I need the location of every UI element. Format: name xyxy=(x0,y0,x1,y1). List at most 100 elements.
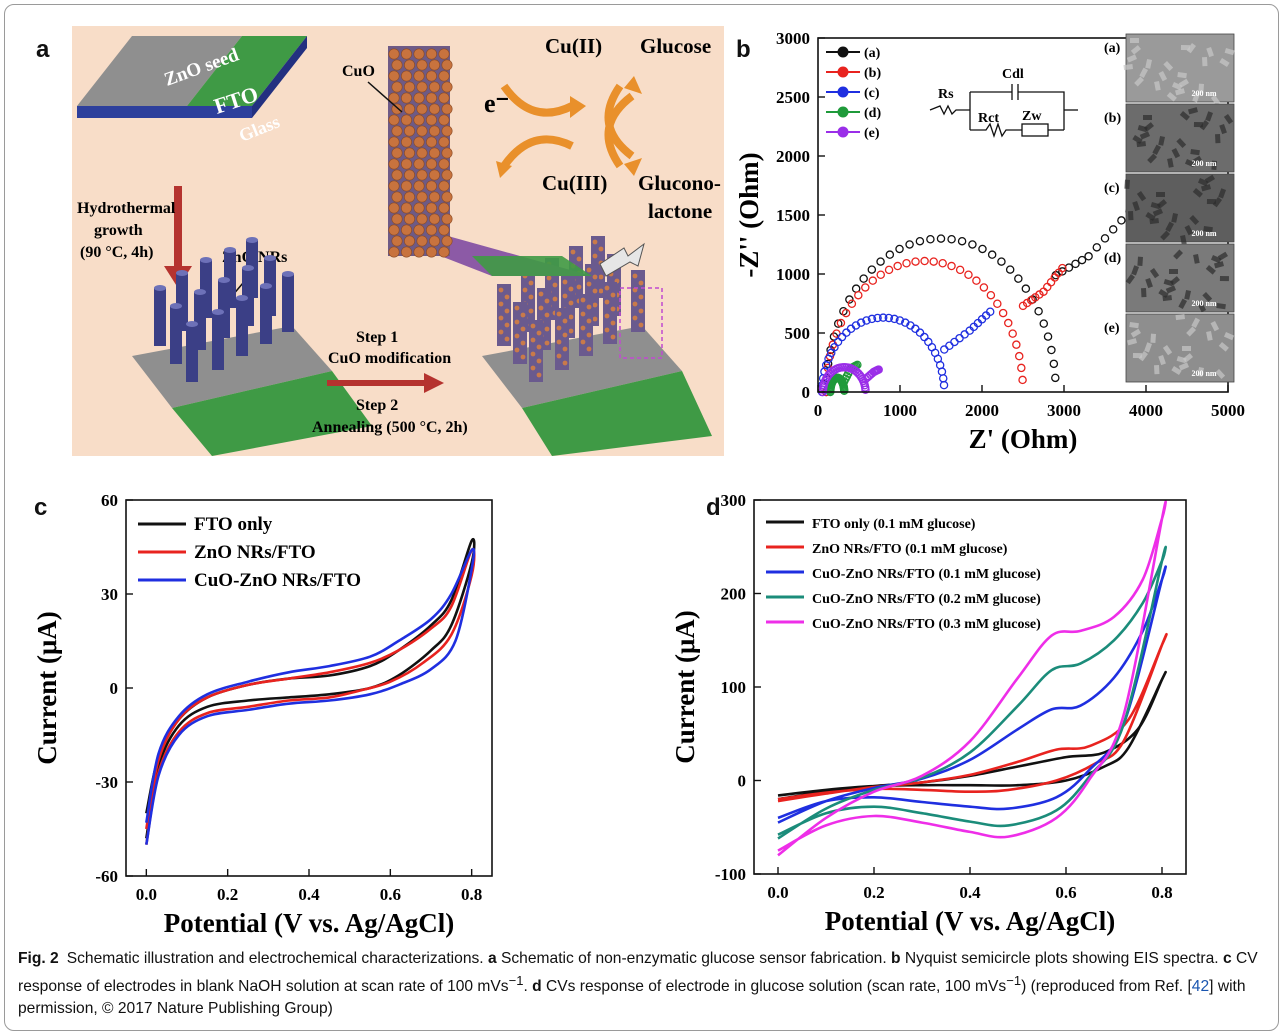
cuo-nanoparticle xyxy=(391,59,403,71)
sem-grain xyxy=(1129,321,1139,329)
nyquist-point xyxy=(939,380,949,390)
nanorod xyxy=(186,324,198,382)
sem-grain xyxy=(1197,178,1209,187)
sem-grain xyxy=(1149,268,1160,279)
cuo-nanoparticle xyxy=(413,224,425,236)
y-tick-label: 100 xyxy=(721,678,747,697)
nyquist-chart: 0 1000 2000 3000 4000 5000 0 500 1000 1500 2000 250… xyxy=(734,29,1245,454)
legend-marker xyxy=(837,46,849,58)
sem-grain xyxy=(1186,43,1196,54)
nyquist-point xyxy=(845,295,854,304)
sem-grain xyxy=(1125,274,1135,285)
cuo-nanoparticle xyxy=(413,180,425,192)
x-tick-label: 0.6 xyxy=(1055,883,1076,902)
caption-d: d xyxy=(532,978,542,996)
cuo-particle xyxy=(562,293,568,299)
cuo-particle xyxy=(498,301,504,307)
cuo-nanoparticle xyxy=(441,235,453,247)
cuo-particle xyxy=(538,305,544,311)
sem-grain xyxy=(1163,279,1174,287)
cuo-particle xyxy=(632,273,638,279)
cuo-nanoparticle xyxy=(413,158,425,170)
sem-scale: 200 nm xyxy=(1191,159,1216,168)
nyquist-point xyxy=(955,265,965,275)
cu2-label: Cu(II) xyxy=(545,34,602,58)
nyquist-point xyxy=(926,235,935,244)
sem-grain xyxy=(1215,368,1226,379)
y-tick-label: 300 xyxy=(721,491,747,510)
nyquist-point xyxy=(884,265,894,275)
nyquist-point xyxy=(854,290,863,300)
cuo-nanoparticle xyxy=(425,180,437,192)
nanorod xyxy=(154,288,166,346)
cuo-particle xyxy=(514,305,520,311)
cuo-particle xyxy=(604,299,610,305)
y-tick-label: -30 xyxy=(95,773,118,792)
nyquist-point xyxy=(945,341,954,350)
cuo-particle xyxy=(592,253,598,259)
cuo-nanoparticle xyxy=(441,191,453,203)
cuo-nanoparticle xyxy=(388,246,400,258)
sem-grain xyxy=(1176,138,1187,148)
cuo-particle xyxy=(520,354,526,360)
sem-grain xyxy=(1197,366,1205,377)
cuo-nanoparticle xyxy=(400,202,412,214)
sem-grain xyxy=(1206,46,1214,58)
sem-grain xyxy=(1218,188,1226,199)
nyquist-point xyxy=(987,250,997,259)
cuo-nanoparticle xyxy=(416,169,428,181)
nanorod xyxy=(212,312,224,370)
nanorod-top xyxy=(264,255,276,261)
nyquist-point xyxy=(1014,351,1024,361)
nyquist-series-e xyxy=(818,362,883,397)
sem-grain xyxy=(1206,199,1216,205)
sem-grain xyxy=(1179,110,1190,121)
nyquist-point xyxy=(950,337,959,347)
nyquist-point xyxy=(890,314,899,324)
sem-grain xyxy=(1180,235,1187,245)
cuo-particle xyxy=(552,296,558,302)
cuo-nanoparticle xyxy=(403,59,415,71)
sem-grain xyxy=(1219,58,1230,68)
sem-grain xyxy=(1212,197,1222,208)
nanorod-top xyxy=(186,321,198,327)
caption-ref-link[interactable]: 42 xyxy=(1191,978,1210,996)
cuo-nanoparticle xyxy=(425,48,437,60)
x-tick-label: 0 xyxy=(814,401,823,420)
sem-grain xyxy=(1158,135,1165,146)
gluconolactone-line1: Glucono- xyxy=(638,171,721,195)
cuo-particle xyxy=(498,329,504,335)
sem-grain xyxy=(1214,261,1225,269)
nyquist-point xyxy=(1017,363,1026,373)
nyquist-ylabel: -Z'' (Ohm) xyxy=(734,152,764,277)
sem-grain xyxy=(1188,107,1199,115)
cuo-particle xyxy=(586,332,592,338)
glucose-label: Glucose xyxy=(640,34,711,58)
sem-grain xyxy=(1158,71,1168,82)
nyquist-point xyxy=(957,236,967,246)
legend-label: (d) xyxy=(864,106,881,121)
sem-grain xyxy=(1139,67,1148,78)
sem-grain xyxy=(1141,288,1147,298)
sem-grain xyxy=(1139,131,1150,140)
sem-grain xyxy=(1192,92,1200,103)
sem-grain xyxy=(1132,352,1142,359)
circuit-rs: Rs xyxy=(938,87,954,102)
cuo-particle xyxy=(556,353,562,359)
sem-grain xyxy=(1160,230,1171,241)
decorated-rod xyxy=(631,270,645,332)
caption-c: c xyxy=(1222,950,1232,967)
sem-grain xyxy=(1192,188,1203,198)
legend-label: CuO-ZnO NRs/FTO (0.3 mM glucose) xyxy=(812,617,1041,632)
sem-grain xyxy=(1176,356,1187,364)
cuo-nanoparticle xyxy=(388,114,400,126)
sem-grain xyxy=(1197,301,1207,313)
y-tick-label: 2500 xyxy=(776,88,810,107)
cuo-nanoparticle xyxy=(428,81,440,93)
nyquist-point xyxy=(868,276,878,285)
cuo-particle xyxy=(536,358,542,364)
legend-label: FTO only (0.1 mM glucose) xyxy=(812,517,976,532)
cuo-nanoparticle xyxy=(425,114,437,126)
cuo-nanoparticle xyxy=(441,125,453,137)
nyquist-point xyxy=(997,257,1006,266)
